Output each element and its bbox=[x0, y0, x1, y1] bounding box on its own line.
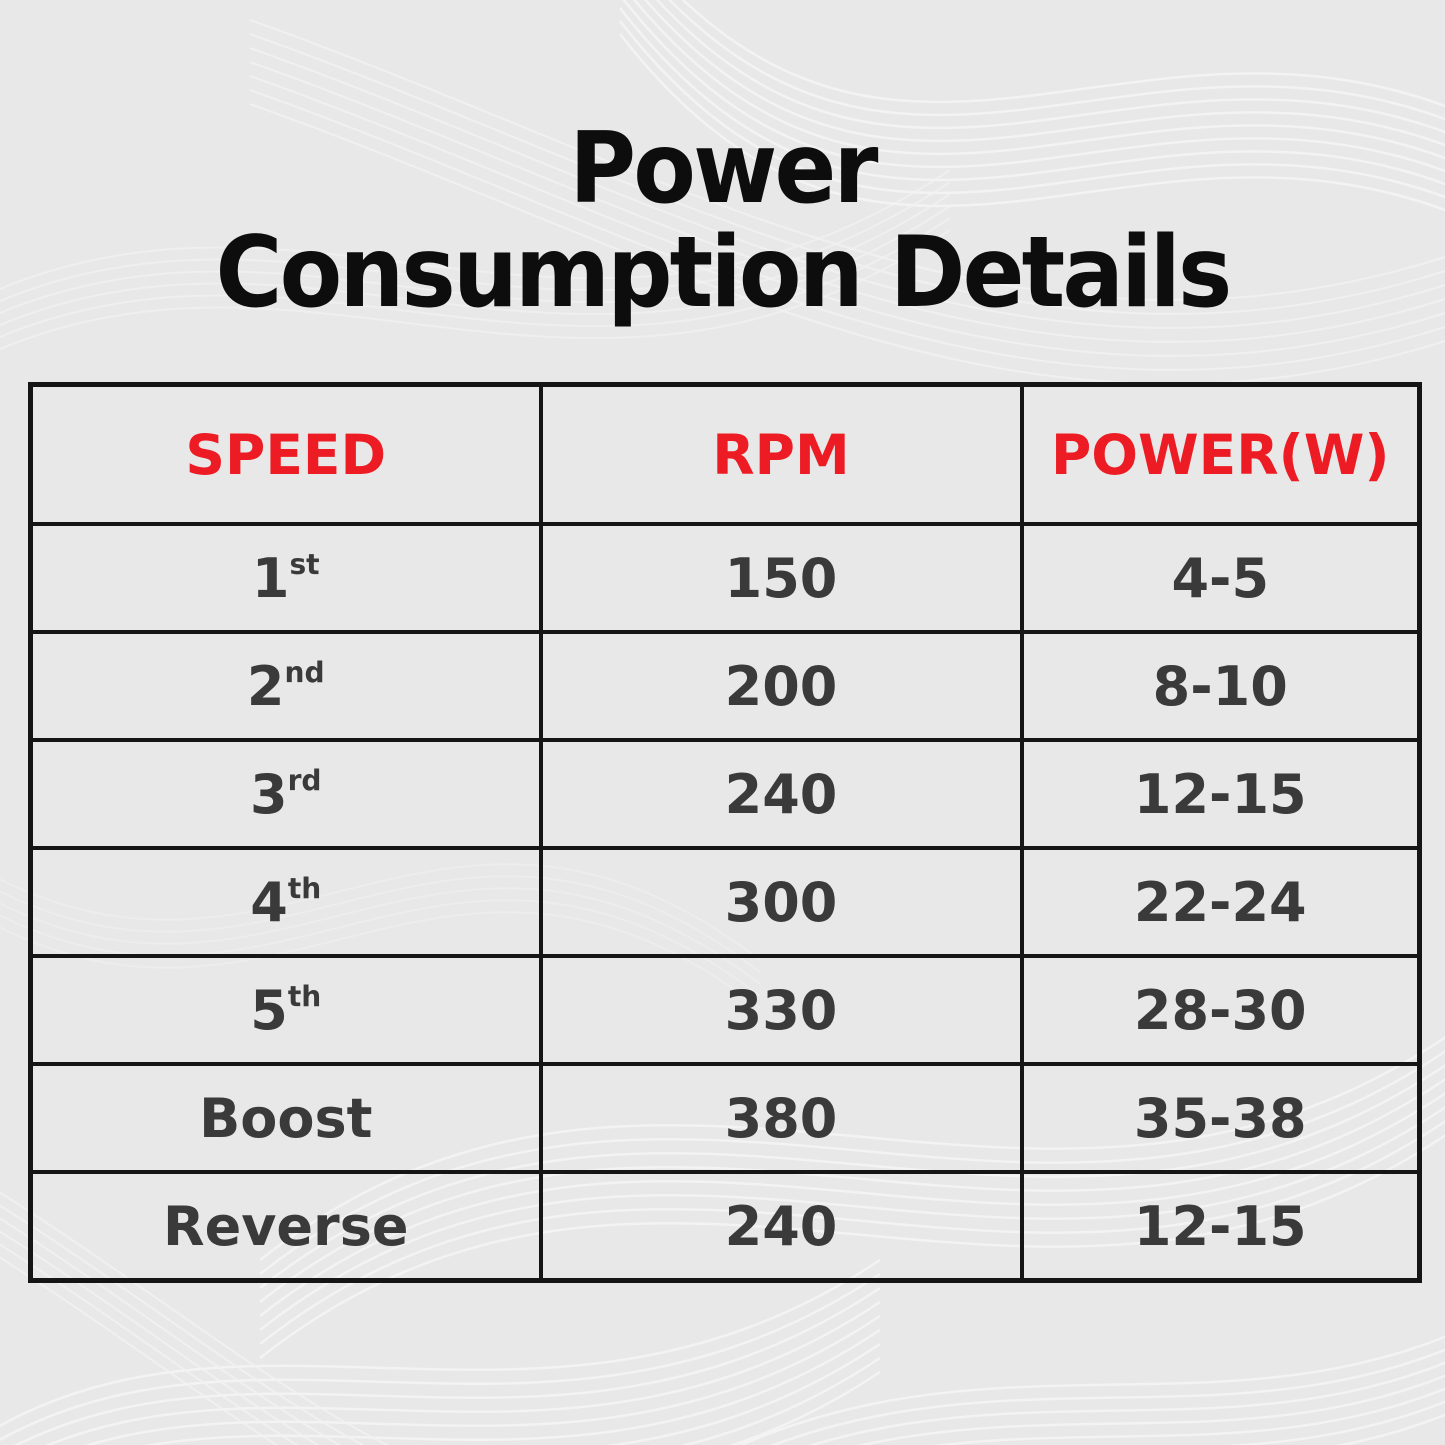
rpm-cell: 380 bbox=[538, 1062, 1024, 1175]
power-cell: 22-24 bbox=[1019, 846, 1422, 959]
ordinal-suffix: th bbox=[287, 872, 322, 906]
rpm-cell: 200 bbox=[538, 630, 1024, 743]
table-row: Boost 380 35-38 bbox=[28, 1062, 1422, 1175]
speed-cell: 2nd bbox=[28, 630, 543, 743]
ordinal-suffix: rd bbox=[287, 764, 322, 798]
speed-cell: 1st bbox=[28, 522, 543, 635]
title-line-2: Consumption Details bbox=[215, 215, 1232, 330]
rpm-cell: 330 bbox=[538, 954, 1024, 1067]
speed-cell: 4th bbox=[28, 846, 543, 959]
speed-cell: Boost bbox=[28, 1062, 543, 1175]
power-cell: 12-15 bbox=[1019, 1170, 1422, 1283]
ordinal-suffix: st bbox=[289, 548, 320, 582]
ordinal-suffix: th bbox=[287, 980, 322, 1014]
rpm-cell: 240 bbox=[538, 738, 1024, 851]
ordinal-suffix: nd bbox=[284, 656, 325, 690]
header-power: POWER(W) bbox=[1019, 382, 1422, 527]
speed-cell: 3rd bbox=[28, 738, 543, 851]
power-cell: 4-5 bbox=[1019, 522, 1422, 635]
table-row: 1st 150 4-5 bbox=[28, 522, 1422, 635]
power-cell: 8-10 bbox=[1019, 630, 1422, 743]
rpm-cell: 240 bbox=[538, 1170, 1024, 1283]
table-row: 4th 300 22-24 bbox=[28, 846, 1422, 959]
table-row: Reverse 240 12-15 bbox=[28, 1170, 1422, 1283]
speed-cell: Reverse bbox=[28, 1170, 543, 1283]
table-row: 3rd 240 12-15 bbox=[28, 738, 1422, 851]
title-line-1: Power bbox=[569, 112, 878, 226]
power-cell: 28-30 bbox=[1019, 954, 1422, 1067]
table-row: 2nd 200 8-10 bbox=[28, 630, 1422, 743]
speed-cell: 5th bbox=[28, 954, 543, 1067]
rpm-cell: 150 bbox=[538, 522, 1024, 635]
header-speed: SPEED bbox=[28, 382, 543, 527]
rpm-cell: 300 bbox=[538, 846, 1024, 959]
power-cell: 12-15 bbox=[1019, 738, 1422, 851]
table-header-row: SPEED RPM POWER(W) bbox=[28, 382, 1422, 527]
power-consumption-table: SPEED RPM POWER(W) 1st 150 4-5 2nd 200 8… bbox=[28, 381, 1422, 1283]
table-row: 5th 330 28-30 bbox=[28, 954, 1422, 1067]
page-title: Power Consumption Details bbox=[51, 0, 1395, 326]
power-cell: 35-38 bbox=[1019, 1062, 1422, 1175]
header-rpm: RPM bbox=[538, 382, 1024, 527]
